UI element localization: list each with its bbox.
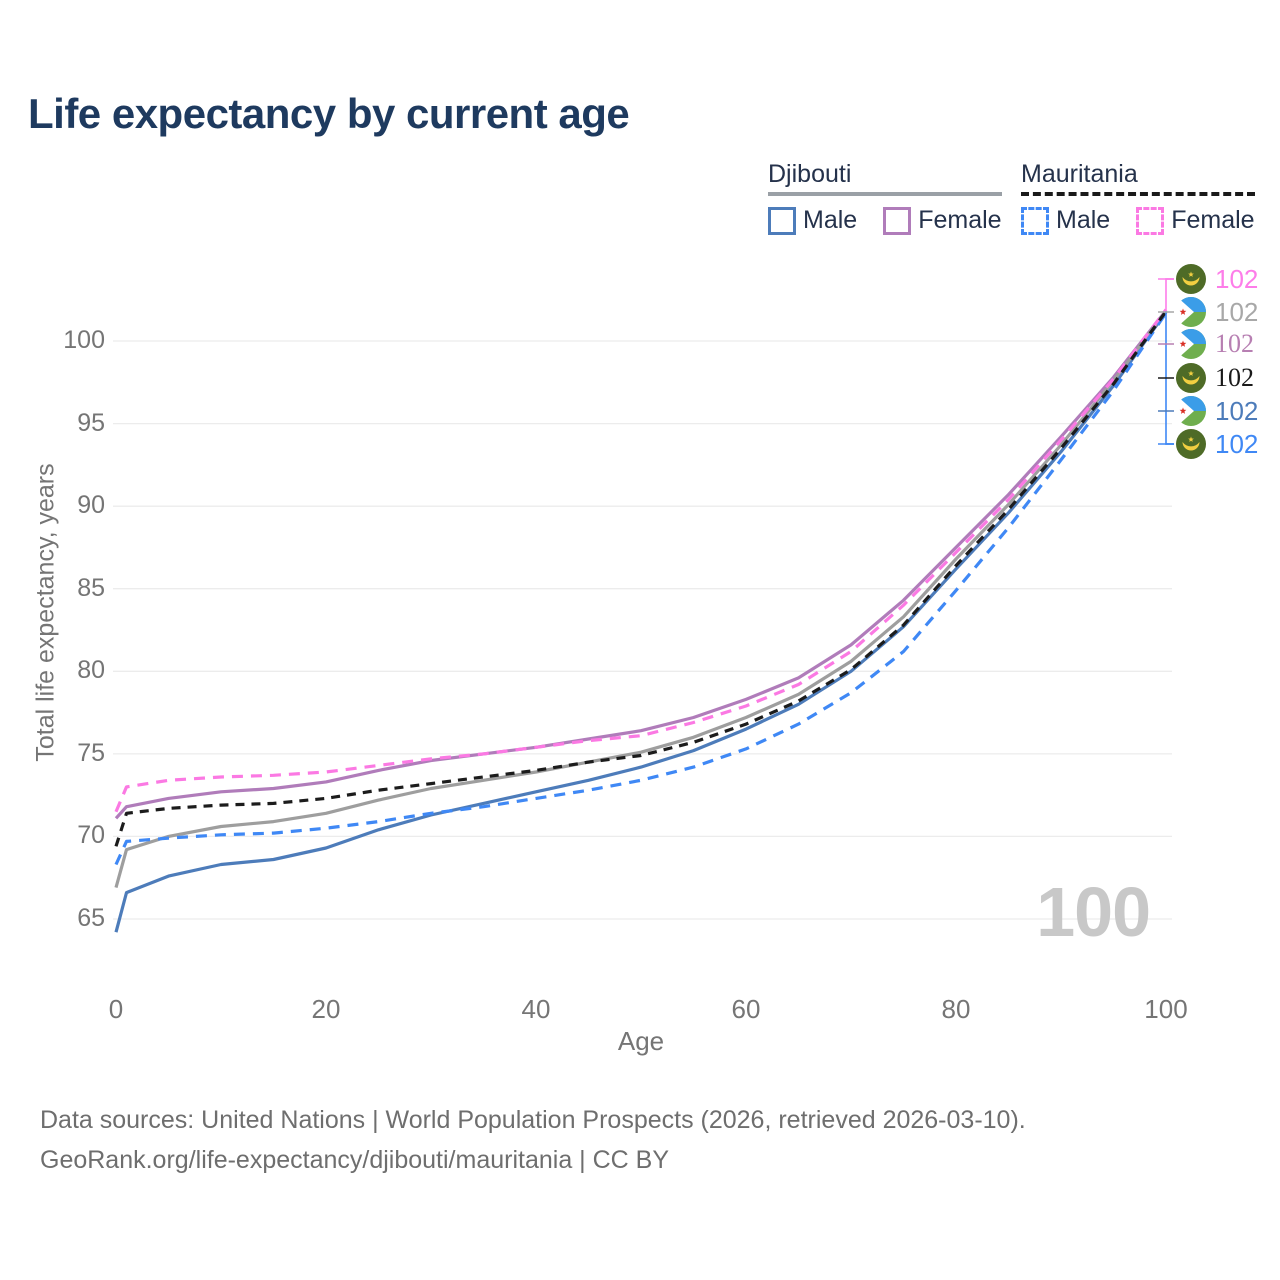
end-value-label: 102 (1215, 428, 1259, 459)
x-tick-label: 20 (311, 994, 341, 1024)
legend-group-djibouti: Djibouti Male Female (768, 160, 1002, 235)
legend-swatch-djibouti-male (768, 206, 796, 235)
legend-underline-solid (768, 192, 1002, 196)
legend-country-mauritania: Mauritania (1021, 160, 1138, 188)
legend-underline-dashed (1021, 192, 1255, 196)
footer-data-sources: Data sources: United Nations | World Pop… (40, 1106, 1026, 1134)
legend-item-mauritania-male[interactable]: Male (1021, 206, 1110, 235)
x-tick-label: 60 (731, 994, 761, 1024)
end-value-label: 102 (1215, 296, 1259, 327)
y-tick-label: 100 (63, 326, 105, 354)
mauritania-flag-icon (1176, 264, 1206, 294)
end-value-label: 102 (1215, 395, 1259, 426)
legend-item-label: Female (918, 206, 1002, 234)
series-line-mauritania-female (114, 308, 1168, 813)
y-tick-label: 80 (77, 656, 105, 685)
legend-item-djibouti-female[interactable]: Female (883, 206, 1002, 235)
x-axis-title: Age (617, 1026, 665, 1056)
legend-swatch-djibouti-female (883, 206, 912, 235)
legend-item-djibouti-male[interactable]: Male (768, 206, 857, 235)
djibouti-flag-icon (1176, 297, 1206, 327)
end-value-label: 102 (1215, 363, 1254, 392)
djibouti-flag-icon (1176, 396, 1206, 426)
end-value-label: 102 (1215, 263, 1259, 294)
x-tick-label: 100 (1144, 994, 1188, 1024)
y-tick-label: 90 (77, 491, 105, 520)
legend-item-label: Male (803, 206, 858, 234)
legend-country-djibouti: Djibouti (768, 160, 852, 188)
leader-line-top (1165, 278, 1174, 312)
end-value-label: 102 (1215, 329, 1254, 358)
legend-item-mauritania-female[interactable]: Female (1136, 206, 1255, 235)
end-value-row: 102 (1176, 363, 1254, 393)
legend-item-label: Male (1056, 206, 1111, 234)
series-line-mauritania-both (114, 310, 1168, 847)
y-tick-label: 70 (77, 821, 105, 850)
series-line-mauritania-male (114, 312, 1168, 866)
mauritania-flag-icon (1176, 429, 1206, 459)
end-value-row: 102 (1176, 264, 1258, 294)
end-value-row: 102 (1176, 396, 1258, 426)
series-line-djibouti-male (114, 311, 1168, 933)
y-tick-label: 85 (77, 573, 105, 602)
series-line-djibouti-female (114, 309, 1168, 820)
page-title: Life expectancy by current age (28, 90, 630, 137)
legend-swatch-mauritania-female (1136, 206, 1165, 235)
y-tick-label: 95 (77, 408, 105, 437)
end-value-row: 102 (1176, 429, 1258, 459)
x-tick-label: 80 (941, 994, 971, 1024)
age-watermark: 100 (1036, 873, 1151, 951)
mauritania-flag-icon (1176, 363, 1206, 393)
end-value-row: 102 (1176, 329, 1254, 359)
legend-item-label: Female (1171, 206, 1255, 234)
footer-attribution: GeoRank.org/life-expectancy/djibouti/mau… (40, 1146, 670, 1174)
legend-swatch-mauritania-male (1021, 206, 1049, 235)
series-line-djibouti-both (114, 310, 1168, 889)
x-tick-label: 0 (108, 994, 124, 1024)
y-tick-label: 75 (77, 738, 105, 767)
end-value-row: 102 (1176, 297, 1258, 327)
x-tick-label: 40 (521, 994, 551, 1024)
djibouti-flag-icon (1176, 329, 1206, 359)
legend-group-mauritania: Mauritania Male Female (1021, 160, 1255, 235)
y-tick-label: 65 (77, 904, 105, 932)
